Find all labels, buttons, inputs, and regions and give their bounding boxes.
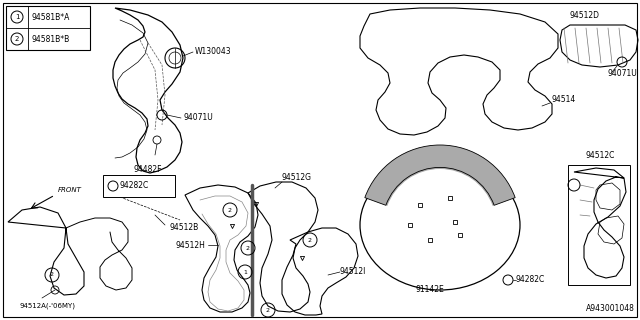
- Text: 2: 2: [228, 207, 232, 212]
- Text: 94512B: 94512B: [170, 223, 199, 233]
- Text: 94512C: 94512C: [586, 151, 614, 160]
- Wedge shape: [365, 145, 515, 206]
- Text: A943001048: A943001048: [586, 304, 635, 313]
- Text: 2: 2: [50, 273, 54, 277]
- Text: 94512G: 94512G: [282, 173, 312, 182]
- Text: 94512I: 94512I: [340, 268, 366, 276]
- Text: 1: 1: [243, 269, 247, 275]
- Text: 1: 1: [15, 14, 19, 20]
- Text: 94581B*B: 94581B*B: [32, 35, 70, 44]
- Text: 94071U: 94071U: [183, 114, 212, 123]
- Text: 94514: 94514: [552, 95, 576, 105]
- Bar: [103, 175, 175, 197]
- Text: 94482F: 94482F: [134, 165, 163, 174]
- Ellipse shape: [360, 160, 520, 290]
- Bar: [568, 165, 630, 285]
- Text: 2: 2: [308, 237, 312, 243]
- Text: 2: 2: [15, 36, 19, 42]
- Text: 94512H: 94512H: [175, 241, 205, 250]
- Text: 91142E: 91142E: [415, 285, 444, 294]
- Text: 94282C: 94282C: [120, 181, 149, 190]
- Text: 2: 2: [246, 245, 250, 251]
- Text: 94512A(-'06MY): 94512A(-'06MY): [20, 303, 76, 309]
- Text: 2: 2: [266, 308, 270, 313]
- Text: 94581B*A: 94581B*A: [32, 12, 70, 21]
- Text: 94282C: 94282C: [516, 276, 545, 284]
- Text: W130043: W130043: [195, 47, 232, 57]
- Text: 94071U: 94071U: [608, 69, 637, 78]
- Text: FRONT: FRONT: [58, 187, 82, 193]
- Text: 94512D: 94512D: [570, 11, 600, 20]
